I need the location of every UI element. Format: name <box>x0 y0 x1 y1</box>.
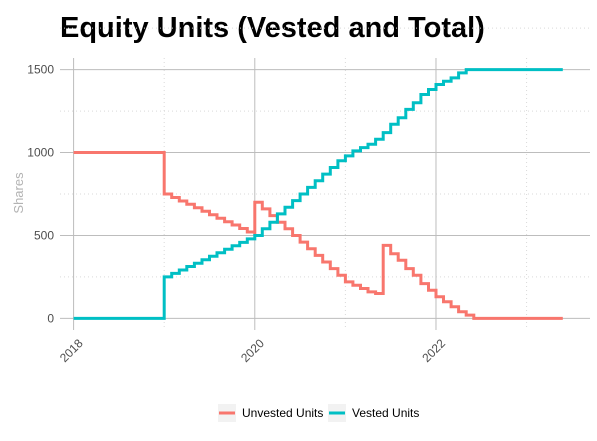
y-tick-label: 1500 <box>27 63 54 77</box>
x-tick-label: 2022 <box>419 336 448 365</box>
minor-grid <box>60 27 590 330</box>
y-axis-ticks: 0 500 1000 1500 <box>27 63 54 326</box>
legend-label: Unvested Units <box>242 406 323 420</box>
y-axis-label: Shares <box>11 172 26 214</box>
legend-label: Vested Units <box>352 406 419 420</box>
y-tick-label: 0 <box>47 311 54 325</box>
x-tick-label: 2020 <box>238 336 267 365</box>
x-tick-label: 2018 <box>57 336 86 365</box>
series-line-vested-units <box>73 68 563 320</box>
series-line-unvested-units <box>73 151 563 320</box>
y-tick-label: 500 <box>34 228 54 242</box>
x-axis-ticks: 2018 2020 2022 <box>57 336 448 365</box>
legend: Unvested Units Vested Units <box>218 404 419 422</box>
series-lines <box>73 68 563 320</box>
y-tick-label: 1000 <box>27 146 54 160</box>
